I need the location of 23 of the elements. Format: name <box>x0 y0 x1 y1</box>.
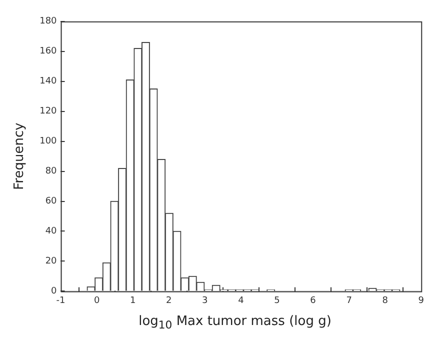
y-tick-label: 120 <box>40 106 58 117</box>
y-tick-label: 80 <box>45 166 58 177</box>
x-tick-label: 7 <box>346 296 352 306</box>
x-tick-label: 6 <box>310 296 316 306</box>
x-tick-label: 8 <box>382 296 388 306</box>
y-axis-title: Frequency <box>12 122 28 190</box>
y-tick-label: 20 <box>45 256 58 267</box>
y-tick-label: 140 <box>40 76 58 87</box>
x-tick-label: 4 <box>238 296 244 306</box>
x-tick-label: 9 <box>418 296 424 306</box>
y-tick-label: 60 <box>45 196 58 207</box>
x-tick-label: 0 <box>94 296 100 306</box>
y-tick-label: 0 <box>51 286 58 297</box>
y-tick-label: 180 <box>40 16 58 27</box>
x-axis-title: log$_{10}$ Max tumor mass (log g) <box>138 314 332 332</box>
y-tick-label: 100 <box>40 136 58 147</box>
x-tick-label: -1 <box>56 296 66 306</box>
y-tick-label: 160 <box>40 46 58 57</box>
x-tick-label: 3 <box>202 296 208 306</box>
x-tick-label: 1 <box>130 296 136 306</box>
y-tick-label: 40 <box>45 226 58 237</box>
x-tick-label: 5 <box>274 296 280 306</box>
x-tick-label: 2 <box>166 296 172 306</box>
